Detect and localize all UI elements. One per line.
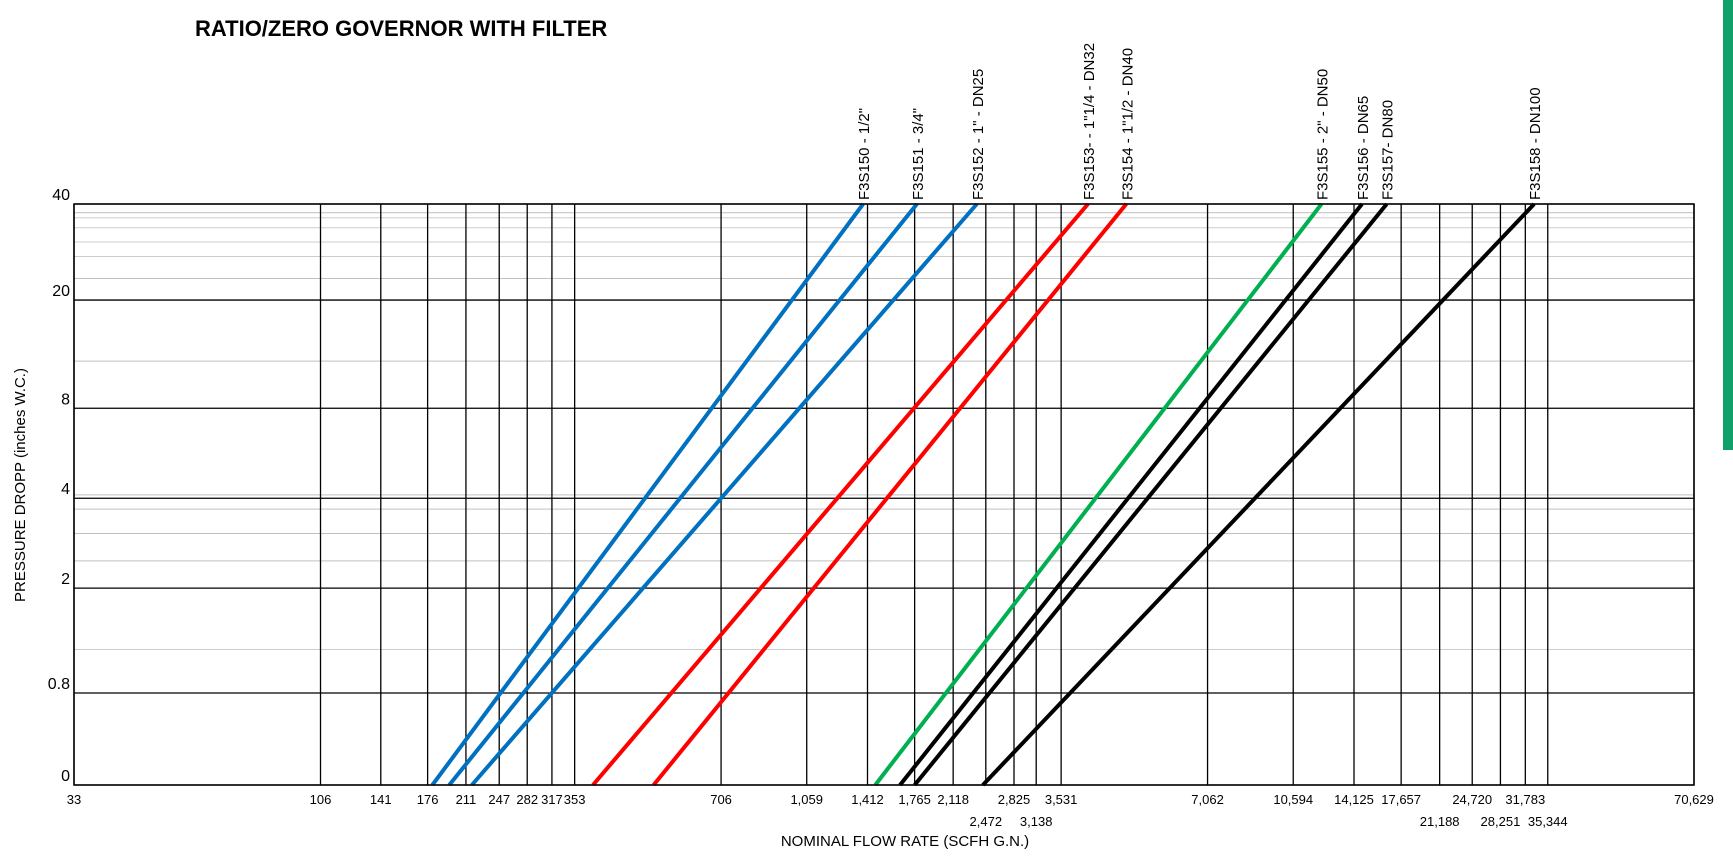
x-tick-label: 3,531 xyxy=(1045,792,1078,807)
series-line xyxy=(981,202,1536,787)
x-tick-label: 1,059 xyxy=(790,792,823,807)
y-tick-label: 0 xyxy=(61,768,70,785)
x-tick-label: 353 xyxy=(564,792,586,807)
y-tick-label: 4 xyxy=(61,481,70,498)
x-tick-label: 35,344 xyxy=(1528,814,1568,829)
x-tick-label: 1,765 xyxy=(898,792,931,807)
x-tick-label: 28,251 xyxy=(1481,814,1521,829)
series-label: F3S158 - DN100 xyxy=(1527,87,1544,200)
series-label: F3S150 - 1/2" xyxy=(856,108,873,200)
x-tick-label: 282 xyxy=(516,792,538,807)
x-tick-label: 3,138 xyxy=(1020,814,1053,829)
series-label: F3S153- - 1"1/4 - DN32 xyxy=(1081,43,1098,200)
series-lines xyxy=(430,202,1536,787)
x-tick-labels: 33 106 141 176 211 247 282 317 353 706 1,059 1,412 1… xyxy=(67,792,1714,829)
x-tick-label: 106 xyxy=(310,792,332,807)
x-tick-label: 10,594 xyxy=(1273,792,1313,807)
series-label: F3S151 - 3/4" xyxy=(910,108,927,200)
x-tick-label: 706 xyxy=(710,792,732,807)
x-tick-label: 2,825 xyxy=(998,792,1031,807)
plot-frame xyxy=(73,203,1695,786)
x-axis-label: NOMINAL FLOW RATE (SCFH G.N.) xyxy=(781,833,1029,850)
y-tick-label: 0.8 xyxy=(48,676,70,693)
series-label: F3S152 - 1" - DN25 xyxy=(970,69,987,200)
series-label: F3S154 - 1"1/2 - DN40 xyxy=(1119,48,1136,200)
x-tick-label: 141 xyxy=(370,792,392,807)
x-tick-label: 2,118 xyxy=(937,792,969,807)
series-line xyxy=(591,202,1090,787)
y-axis-label: PRESSURE DROPP (inches W.C.) xyxy=(12,368,29,602)
x-tick-label: 14,125 xyxy=(1334,792,1374,807)
series-label: F3S155 - 2" - DN50 xyxy=(1314,69,1331,200)
series-line xyxy=(470,202,979,787)
series-label: F3S157- DN80 xyxy=(1380,100,1397,200)
series-line xyxy=(898,202,1364,787)
x-tick-label: 31,783 xyxy=(1505,792,1545,807)
minor-gridlines xyxy=(74,212,1694,650)
x-tick-label: 247 xyxy=(488,792,510,807)
x-tick-label: 317 xyxy=(541,792,563,807)
x-tick-label: 176 xyxy=(417,792,439,807)
series-label: F3S156 - DN65 xyxy=(1355,96,1372,200)
y-tick-label: 2 xyxy=(61,571,70,588)
y-tick-label: 8 xyxy=(61,391,70,408)
accent-side-bar xyxy=(1723,0,1733,450)
x-tick-label: 7,062 xyxy=(1191,792,1224,807)
series-line xyxy=(430,202,865,787)
x-tick-label: 33 xyxy=(67,792,81,807)
chart-title: RATIO/ZERO GOVERNOR WITH FILTER xyxy=(195,16,607,41)
series-labels: F3S150 - 1/2" F3S151 - 3/4" F3S152 - 1" - … xyxy=(856,43,1544,200)
series-line xyxy=(913,202,1389,787)
series-line xyxy=(652,202,1128,787)
x-tick-label: 24,720 xyxy=(1452,792,1492,807)
y-tick-labels: 0 0.8 2 4 8 20 40 xyxy=(48,187,70,785)
x-tick-label: 2,472 xyxy=(970,814,1003,829)
x-tick-label: 21,188 xyxy=(1420,814,1460,829)
series-line xyxy=(873,202,1324,787)
x-tick-label: 70,629 xyxy=(1674,792,1714,807)
x-tick-label: 1,412 xyxy=(851,792,884,807)
y-tick-label: 40 xyxy=(52,187,70,204)
x-tick-label: 17,657 xyxy=(1381,792,1421,807)
y-tick-label: 20 xyxy=(52,283,70,300)
series-line xyxy=(447,202,919,787)
x-tick-label: 211 xyxy=(456,792,477,807)
